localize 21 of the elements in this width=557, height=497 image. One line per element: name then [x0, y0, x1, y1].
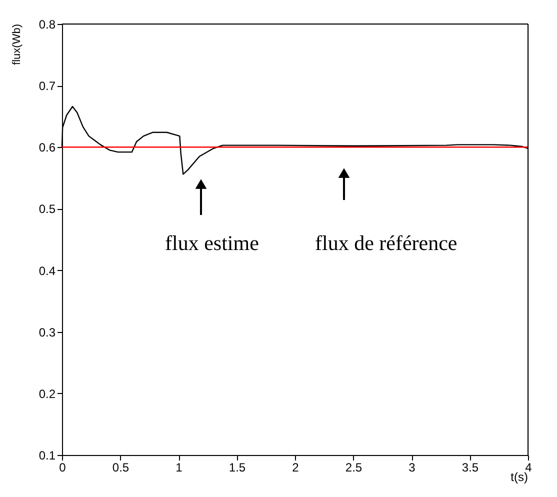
y-axis-title: flux(Wb) — [11, 24, 23, 65]
x-tick-label: 2.5 — [345, 460, 362, 474]
x-tick-label: 1 — [176, 460, 183, 474]
y-tick-label: 0.7 — [38, 79, 56, 94]
x-tick-label: 2 — [292, 460, 300, 474]
x-tick-label: 3 — [408, 460, 416, 474]
annotation: flux estime — [165, 231, 259, 255]
x-axis-title: t(s) — [510, 470, 528, 484]
y-tick-label: 0.5 — [38, 202, 56, 216]
y-tick-label: 0.6 — [38, 140, 56, 155]
y-tick-label: 0.8 — [38, 18, 56, 32]
y-tick-label: 0.2 — [38, 386, 56, 401]
x-tick-label: 0 — [59, 460, 66, 474]
x-tick-label: 1.5 — [228, 460, 246, 474]
y-tick-label: 0.3 — [38, 325, 56, 340]
x-tick-label: 0.5 — [112, 460, 130, 474]
x-tick-label: 4 — [525, 460, 532, 474]
x-tick-label: 3.5 — [462, 460, 479, 474]
y-tick-label: 0.4 — [38, 264, 56, 278]
y-tick-label: 0.1 — [38, 448, 56, 462]
annotation: flux de référence — [315, 231, 458, 255]
